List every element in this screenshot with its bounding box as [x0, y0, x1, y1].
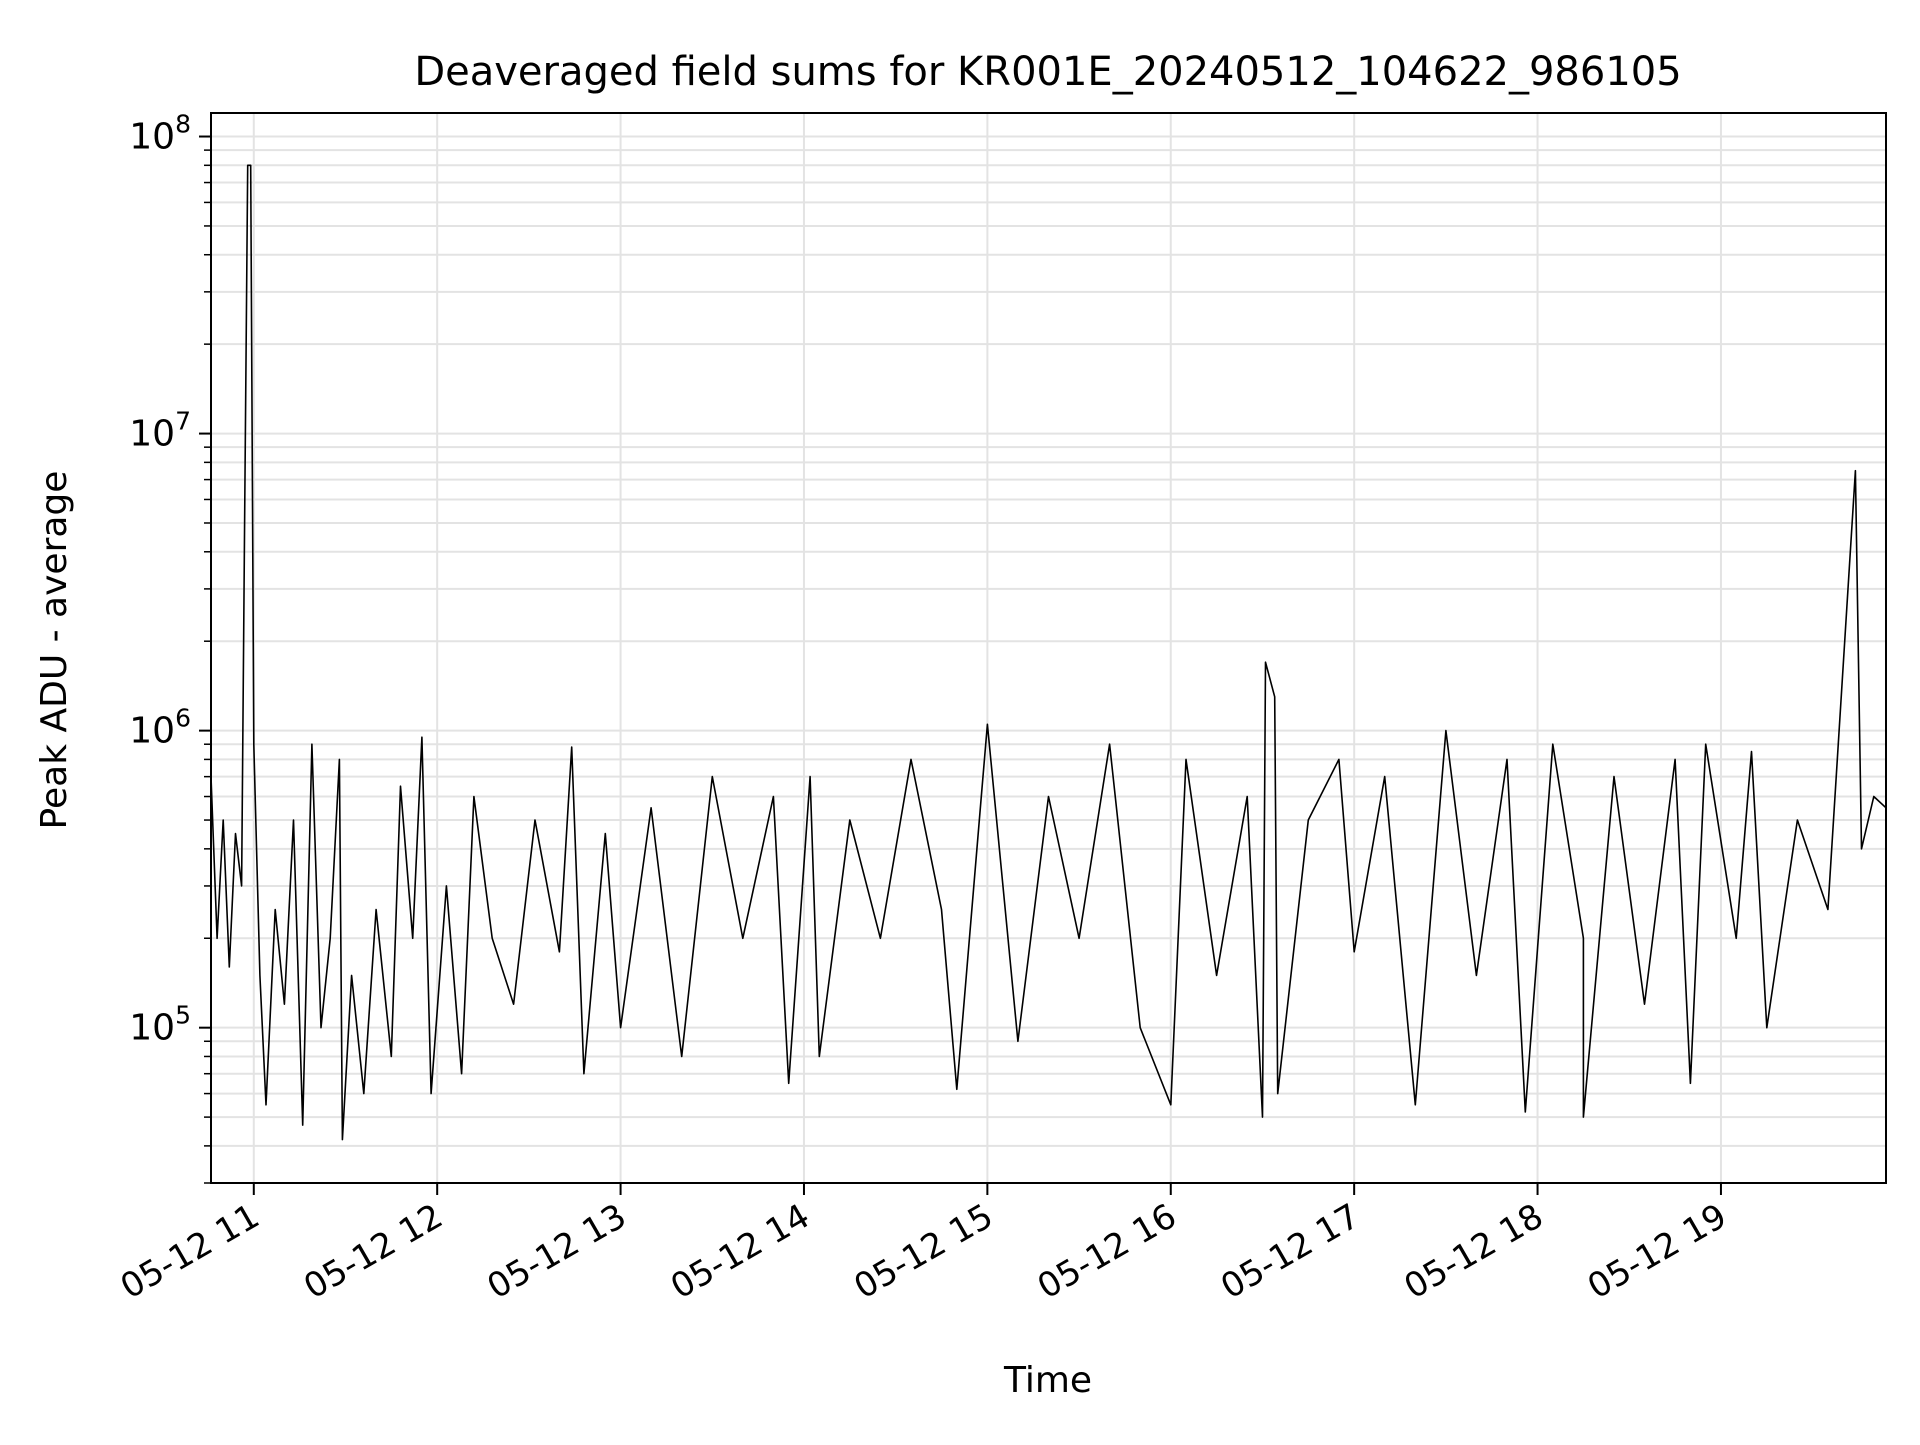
y-tick-label: 107 — [129, 407, 191, 455]
data-series-line — [210, 164, 1887, 1141]
x-axis-label: Time — [1003, 1360, 1092, 1401]
plot-frame — [210, 112, 1887, 1184]
tick-marks — [199, 135, 1722, 1195]
y-axis-label: Peak ADU - average — [34, 471, 75, 830]
data-line-layer — [210, 164, 1887, 1141]
y-tick-label: 108 — [129, 110, 191, 158]
y-tick-label: 105 — [129, 1001, 191, 1049]
y-tick-label: 106 — [129, 704, 191, 752]
chart-title: Deaveraged field sums for KR001E_2024051… — [414, 49, 1681, 95]
